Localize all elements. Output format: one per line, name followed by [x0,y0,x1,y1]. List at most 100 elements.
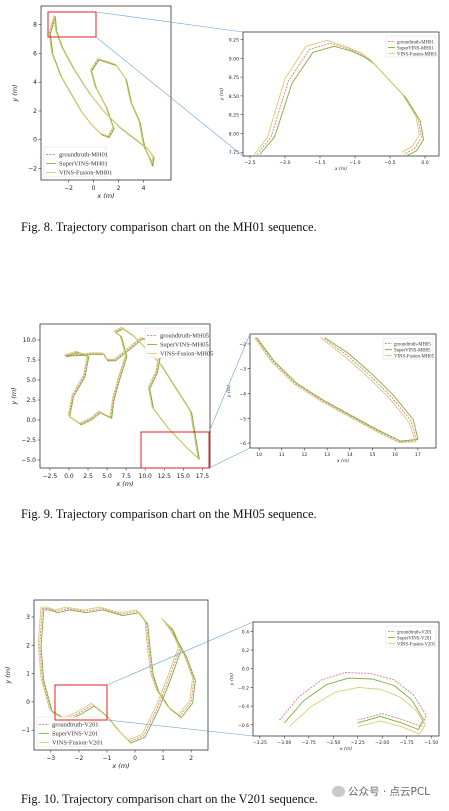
fig9-zoom-xtick-label: 13 [324,452,330,458]
fig9-main-ylabel: y (m) [10,387,18,405]
fig8-zoom-xtick-label: −2.0 [279,160,290,166]
fig9-zoom-ytick-label: −3 [239,367,246,373]
fig9-zoom-legend: groundtruth-MH05SuperVINS-MH05VINS-Fusio… [382,337,435,359]
fig10-main-legend-entry: SuperVINS-V201 [52,731,98,738]
fig10-main-xtick-label: 2 [189,755,193,762]
fig10-main-xtick-label: −3 [46,755,55,762]
fig10-zoom-chart: −3.25 −3.00 −2.75 −2.50 −2.25 −2.00 −1.75 −1.50… [229,621,440,752]
fig10-zoom-xtick-label: −3.25 [253,740,267,746]
fig8-main-xlabel: x (m) [96,192,114,200]
fig10-zoom-ytick-label: −0.6 [238,723,249,729]
fig10-main-legend-entry: VINS-Fusion-V201 [52,740,103,747]
fig9-zoom-chart: 10 11 12 13 14 15 16 17 −6 −5 −4 −3 −2 x (m) y (m) grou… [226,333,437,464]
fig9-main-zoom-region [140,333,251,469]
fig8-main-legend-entry: SuperVINS-MH01 [59,161,108,168]
fig10-main-series-group [37,606,196,744]
fig10-zoom-ytick-label: 0.0 [242,667,249,673]
fig8-zoom-ytick-label: 8.00 [229,131,239,137]
series-line-VINS-Fusion-V201 [37,606,194,741]
fig9-zoom-legend-entry: groundtruth-MH05 [394,342,431,347]
fig9-main-ytick-label: 7.5 [26,357,36,364]
fig10-zoom-legend-entry: VINS-Fusion-V201 [397,642,436,647]
zoom-connector-line [208,447,251,469]
fig8-zoom-ytick-label: 8.50 [229,94,239,100]
figure-9: −2.5 0.0 2.5 5.0 7.5 10.0 12.5 15.0 17.5 −5.0 −2.5… [10,323,437,521]
fig9-zoom-ytick-label: −2 [239,342,246,348]
fig10-main-ytick-label: 2 [26,642,30,649]
fig8-main-ytick-label: 8 [33,22,37,29]
fig8-zoom-ylabel: y (m) [219,88,225,101]
series-line-groundtruth-MH05 [255,337,418,443]
fig9-main-ytick-label: 5.0 [26,377,36,384]
fig8-zoom-legend-entry: SuperVINS-MH01 [397,46,434,51]
series-line-SuperVINS-V201 [40,609,196,744]
fig8-main-ytick-label: 0 [33,137,37,144]
fig10-main-ytick-label: 0 [26,699,30,706]
fig9-zoom-xtick-label: 10 [256,452,262,458]
zoom-connector-line [95,36,244,157]
series-line-groundtruth-V201 [279,672,427,728]
fig10-main-zoom-region [54,621,254,737]
series-line-VINS-Fusion-MH05 [254,337,417,443]
fig8-zoom-legend-entry: VINS-Fusion-MH01 [397,52,438,57]
fig9-main-ytick-label: 10.0 [23,337,37,344]
fig8-main-xtick-label: 0 [92,185,96,192]
fig8-main-legend: groundtruth-MH01 SuperVINS-MH01 VINS-Fusio… [43,146,112,178]
fig10-main-xtick-label: 1 [161,755,165,762]
fig8-zoom-ytick-label: 7.75 [229,150,239,156]
series-line-VINS-Fusion-MH05 [64,326,199,459]
fig9-main-xtick-label: −2.5 [43,473,58,480]
figure-10-caption: Fig. 10. Trajectory comparison chart on … [21,792,318,806]
series-line-SuperVINS-MH05 [65,328,200,460]
fig10-main-legend: groundtruth-V201 SuperVINS-V201 VINS-Fusio… [36,716,103,748]
fig10-zoom-xtick-label: −3.00 [277,740,291,746]
fig10-zoom-legend-entry: groundtruth-V201 [397,630,433,635]
fig8-zoom-xtick-label: −1.5 [314,160,325,166]
series-line-VINS-Fusion-V201 [288,686,426,735]
zoom-highlight-box [54,684,108,721]
fig8-zoom-ytick-label: 9.25 [229,38,239,44]
fig10-main-ytick-label: 3 [26,614,30,621]
fig8-zoom-ytick-label: 8.75 [229,75,239,81]
series-line-groundtruth-MH01 [256,42,422,155]
fig8-main-ylabel: y (m) [11,84,19,102]
fig9-main-legend: groundtruth-MH05 SuperVINS-MH05 VINS-Fusio… [144,327,213,359]
fig9-main-ytick-label: 2.5 [26,397,36,404]
figure-9-svg: −2.5 0.0 2.5 5.0 7.5 10.0 12.5 15.0 17.5 −5.0 −2.5… [10,323,437,488]
fig8-zoom-legend-entry: groundtruth-MH01 [397,40,434,45]
zoom-connector-line [95,11,244,33]
fig10-main-legend-entry: groundtruth-V201 [52,722,99,729]
fig9-main-xtick-label: 12.5 [158,473,172,480]
fig10-zoom-ytick-label: −0.2 [238,685,249,691]
fig8-main-ytick-label: 2 [33,108,37,115]
fig9-main-xtick-label: 0.0 [64,473,74,480]
fig10-zoom-ytick-label: −0.4 [238,704,249,710]
fig10-main-ytick-label: 1 [26,671,30,678]
fig9-main-ytick-label: −2.5 [21,437,36,444]
fig10-zoom-ytick-label: 0.4 [242,629,249,635]
fig9-zoom-xtick-label: 14 [347,452,353,458]
fig10-zoom-legend: groundtruth-V201SuperVINS-V201VINS-Fusio… [385,625,437,647]
fig10-zoom-series-group [279,672,427,735]
fig10-main-xtick-label: 0 [133,755,137,762]
fig10-zoom-xtick-label: −2.25 [351,740,365,746]
fig10-main-ylabel: y (m) [4,666,12,684]
fig8-main-chart: −2 0 2 4 −2 0 2 4 6 8 x (m) y (m) groundtruth-MH01 Su… [11,5,172,200]
fig9-zoom-ytick-label: −4 [239,391,246,397]
fig8-main-zoom-region [47,11,244,157]
fig9-main-xtick-label: 5.0 [102,473,112,480]
fig10-zoom-ylabel: y (m) [229,673,235,686]
fig10-zoom-xtick-label: −2.50 [326,740,340,746]
fig8-zoom-legend: groundtruth-MH01SuperVINS-MH01VINS-Fusio… [385,35,438,57]
fig9-main-xtick-label: 15.0 [177,473,191,480]
fig8-main-legend-entry: groundtruth-MH01 [59,152,108,159]
fig9-zoom-xtick-label: 12 [302,452,308,458]
figure-8: −2 0 2 4 −2 0 2 4 6 8 x (m) y (m) groundtruth-MH01 Su… [0,0,449,240]
fig9-zoom-ytick-label: −5 [239,416,246,422]
watermark: 公众号 · 点云PCL [332,784,430,799]
figure-9-caption: Fig. 9. Trajectory comparison chart on t… [21,507,317,521]
watermark-text: 公众号 · 点云PCL [348,786,431,798]
fig9-main-series-group [64,326,200,460]
